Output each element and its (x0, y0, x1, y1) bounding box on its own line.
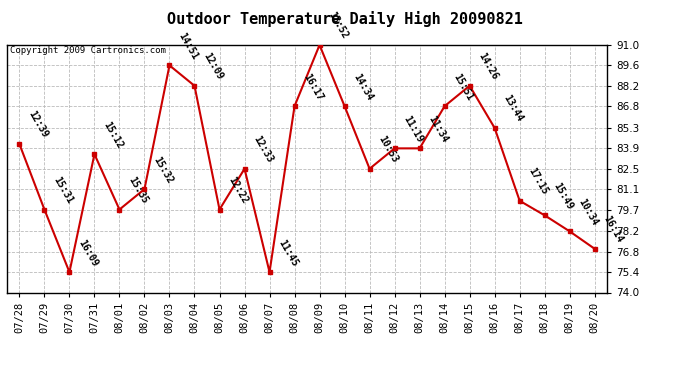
Text: 13:44: 13:44 (502, 93, 525, 124)
Text: 11:34: 11:34 (426, 114, 450, 144)
Text: 15:35: 15:35 (126, 175, 150, 206)
Text: Copyright 2009 Cartronics.com: Copyright 2009 Cartronics.com (10, 46, 166, 55)
Text: 14:26: 14:26 (477, 51, 500, 82)
Text: 17:15: 17:15 (526, 166, 550, 196)
Text: 16:14: 16:14 (602, 214, 625, 244)
Text: 10:53: 10:53 (377, 134, 400, 165)
Text: 16:09: 16:09 (77, 237, 100, 268)
Text: 10:34: 10:34 (577, 197, 600, 227)
Text: 16:17: 16:17 (302, 72, 325, 102)
Text: 12:09: 12:09 (201, 51, 225, 82)
Text: 13:52: 13:52 (326, 10, 350, 41)
Text: Outdoor Temperature Daily High 20090821: Outdoor Temperature Daily High 20090821 (167, 11, 523, 27)
Text: 14:51: 14:51 (177, 31, 200, 61)
Text: 15:31: 15:31 (51, 175, 75, 206)
Text: 15:51: 15:51 (451, 72, 475, 102)
Text: 12:33: 12:33 (251, 134, 275, 165)
Text: 15:32: 15:32 (151, 154, 175, 185)
Text: 15:12: 15:12 (101, 120, 125, 150)
Text: 11:19: 11:19 (402, 114, 425, 144)
Text: 12:22: 12:22 (226, 175, 250, 206)
Text: 14:34: 14:34 (351, 72, 375, 102)
Text: 11:45: 11:45 (277, 237, 300, 268)
Text: 15:49: 15:49 (551, 181, 575, 211)
Text: 12:39: 12:39 (26, 110, 50, 140)
